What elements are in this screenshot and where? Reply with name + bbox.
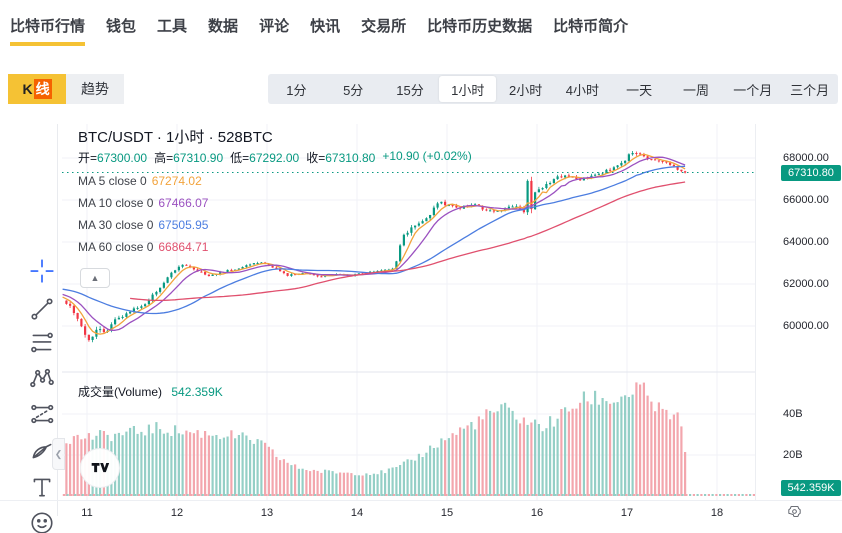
nav-item[interactable]: 比特币行情 [10,15,86,46]
legend-collapse-button[interactable]: ▲ [80,268,110,288]
ohlc-item: 开=67300.00 [78,151,148,165]
nav-item[interactable]: 钱包 [106,17,137,35]
timeframe-三个月[interactable]: 三个月 [790,82,830,98]
chart-title: BTC/USDT · 1小时 · 528BTC [78,129,273,146]
nav-item[interactable]: 比特币简介 [553,17,629,35]
xabcd-pattern-icon[interactable] [29,365,55,391]
time-tick-label: 17 [620,507,634,519]
nav-item[interactable]: 交易所 [361,17,407,35]
text-icon[interactable] [29,474,55,500]
price-tick-label: 62000.00 [783,278,829,290]
timeframe-bar: 1分 5分 15分 1小时 2小时 4小时 一天 一周 一个月 三个月 [268,74,838,104]
trend-button[interactable]: 趋势 [66,74,124,104]
trend-line-icon[interactable] [29,296,55,322]
brush-icon[interactable] [29,437,55,463]
timeframe-1小时[interactable]: 1小时 [439,76,497,102]
timeframe-5分[interactable]: 5分 [343,82,364,98]
last-price-badge: 67310.80 [781,165,841,181]
time-tick-label: 12 [170,507,184,519]
timeframe-一周[interactable]: 一周 [682,82,709,98]
tv-logo-icon [91,463,110,473]
nav-item[interactable]: 快讯 [310,17,341,35]
fib-lines-icon[interactable] [29,330,55,356]
top-nav: 比特币行情 钱包 工具 数据 评论 快讯 交易所 比特币历史数据 比特币简介 [0,0,628,50]
time-tick-label: 14 [350,507,364,519]
price-tick-label: 60000.00 [783,320,829,332]
crosshair-icon[interactable] [29,258,55,284]
ma-legend-row: MA 60 close 0 66864.71 [78,240,209,254]
ohlc-item: 低=67292.00 [230,151,300,165]
nav-item[interactable]: 数据 [208,17,239,35]
drawing-toolbar [0,124,58,533]
ma-legend-row: MA 30 close 0 67505.95 [78,218,209,232]
volume-value: 542.359K [171,385,223,399]
price-tick-label: 64000.00 [783,236,829,248]
volume-label: 成交量(Volume) [78,385,163,399]
price-tick-label: 68000.00 [783,152,829,164]
ohlc-item: 收=67310.80 [306,151,376,165]
time-tick-label: 18 [710,507,724,519]
plot-svg [62,124,755,500]
last-volume-badge: 542.359K [781,480,841,496]
toolbar-collapse-tab[interactable]: ❮ [52,438,65,470]
candlestick-chart[interactable] [62,124,755,500]
ma-legend-row: MA 10 close 0 67466.07 [78,196,209,210]
time-tick-label: 15 [440,507,454,519]
time-tick-label: 11 [81,507,93,519]
chart-widget: ❮ BTC/USDT · 1小时 · 528BTC 开=67300.00 高=67… [0,124,842,533]
timeframe-一个月[interactable]: 一个月 [733,82,773,98]
nav-item[interactable]: 评论 [259,17,290,35]
chevron-up-icon: ▲ [90,273,100,283]
ohlc-item: 高=67310.90 [154,151,224,165]
chevron-left-icon: ❮ [54,448,63,459]
forecast-icon[interactable] [29,401,55,427]
time-scale[interactable]: 11 12 13 14 15 16 17 18 [0,500,842,527]
timeframe-15分[interactable]: 15分 [396,82,424,98]
ohlc-legend: 开=67300.00 高=67310.90 低=67292.00 收=67310.80… [78,149,472,166]
volume-tick-label: 20B [783,449,803,461]
time-tick-label: 13 [260,507,274,519]
price-scale[interactable]: 68000.00 66000.00 64000.00 62000.00 60000.00… [755,124,842,500]
settings-gear-icon[interactable] [786,503,803,520]
timeframe-2小时[interactable]: 2小时 [508,82,543,98]
timeframe-一天[interactable]: 一天 [626,82,653,98]
tradingview-logo[interactable] [80,448,120,488]
volume-legend: 成交量(Volume) 542.359K [78,383,223,400]
volume-tick-label: 40B [783,408,803,420]
kline-label-highlight: 线 [33,79,52,99]
timeframe-4小时[interactable]: 4小时 [565,82,599,98]
kline-label-k: K [22,81,33,97]
nav-item[interactable]: 工具 [157,17,188,35]
ma-legend-row: MA 5 close 0 67274.02 [78,174,202,188]
timeframe-1分[interactable]: 1分 [286,82,307,98]
nav-item[interactable]: 比特币历史数据 [427,17,533,35]
price-tick-label: 66000.00 [783,194,829,206]
price-change: +10.90 (+0.02%) [382,149,472,163]
time-tick-label: 16 [530,507,544,519]
